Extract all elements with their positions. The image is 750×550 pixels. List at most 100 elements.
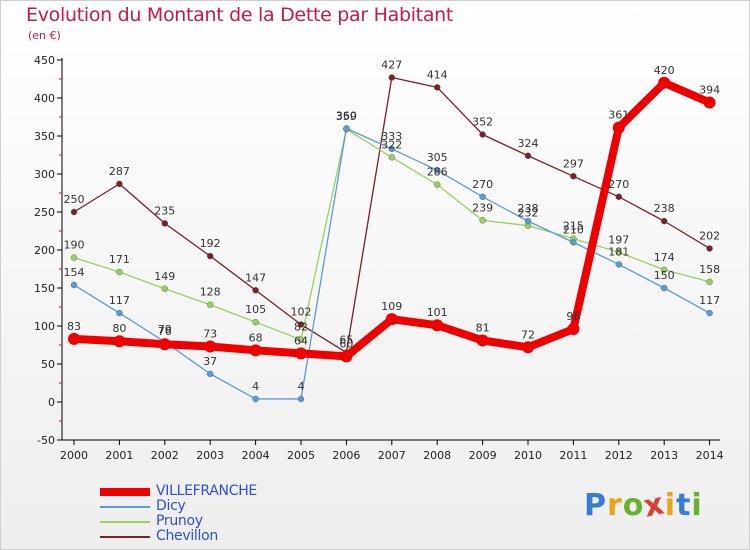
legend-label: Dicy xyxy=(156,498,186,514)
data-point xyxy=(706,278,713,286)
y-tick-label: 200 xyxy=(34,244,55,257)
data-point xyxy=(434,181,441,188)
data-point xyxy=(434,84,441,91)
data-label: 4 xyxy=(252,380,259,393)
data-point xyxy=(340,350,353,363)
data-point xyxy=(116,180,123,188)
data-point xyxy=(297,321,305,328)
x-tick-label: 2002 xyxy=(151,449,179,462)
data-point xyxy=(524,152,532,159)
data-label: 297 xyxy=(563,157,584,170)
data-label: 250 xyxy=(64,193,85,206)
data-label: 171 xyxy=(109,253,130,266)
x-tick-label: 2009 xyxy=(469,449,497,462)
legend-item: Prunoy xyxy=(100,514,257,529)
data-point xyxy=(661,217,668,225)
logo-letter: i xyxy=(664,488,677,523)
data-label: 197 xyxy=(608,233,629,246)
data-label: 333 xyxy=(381,130,402,143)
data-point xyxy=(113,335,126,348)
data-label: 64 xyxy=(294,334,308,347)
data-label: 83 xyxy=(67,320,81,333)
chart-legend: VILLEFRANCHE Dicy Prunoy Chevillon xyxy=(100,484,257,544)
data-label: 79 xyxy=(158,323,172,336)
data-point xyxy=(612,121,625,134)
x-tick-label: 2013 xyxy=(650,449,678,462)
data-label: 238 xyxy=(518,202,539,215)
data-label: 37 xyxy=(203,355,217,368)
data-point xyxy=(706,309,713,317)
logo-letter: P xyxy=(584,488,607,523)
data-point xyxy=(388,145,395,153)
data-point xyxy=(70,281,78,289)
logo-letter: t xyxy=(676,488,692,523)
data-label: 192 xyxy=(200,237,221,250)
data-point xyxy=(431,319,444,332)
data-label: 305 xyxy=(427,151,448,164)
legend-swatch xyxy=(100,520,150,523)
x-tick-label: 2003 xyxy=(196,449,224,462)
data-point xyxy=(658,76,671,89)
data-label: 158 xyxy=(699,263,720,276)
data-point xyxy=(297,395,305,403)
y-tick-label: 100 xyxy=(34,320,55,333)
data-point xyxy=(70,208,78,216)
data-label: 324 xyxy=(518,137,539,150)
data-label: 80 xyxy=(112,322,126,335)
logo-letter: r xyxy=(607,488,623,523)
data-point xyxy=(615,261,622,268)
data-point xyxy=(297,336,305,343)
legend-swatch xyxy=(100,487,150,496)
y-tick-label: 300 xyxy=(34,168,55,181)
chart-subtitle: (en €) xyxy=(28,29,61,42)
y-tick-label: -50 xyxy=(37,434,55,447)
legend-label: Chevillon xyxy=(156,528,218,544)
proxiti-logo: Proxiti xyxy=(584,486,703,524)
data-point xyxy=(158,338,171,351)
x-tick-label: 2001 xyxy=(105,449,133,462)
data-label: 360 xyxy=(336,109,357,122)
data-label: 117 xyxy=(109,294,130,307)
data-point xyxy=(161,285,169,292)
data-point xyxy=(434,166,441,174)
data-label: 60 xyxy=(339,337,353,350)
data-label: 238 xyxy=(654,202,675,215)
data-point xyxy=(252,319,259,326)
data-point xyxy=(522,341,534,354)
data-label: 65 xyxy=(339,334,353,347)
data-point xyxy=(385,313,398,326)
data-point xyxy=(479,131,486,138)
data-point xyxy=(70,254,78,261)
series-line xyxy=(73,127,711,400)
data-label: 270 xyxy=(608,178,629,191)
legend-item: VILLEFRANCHE xyxy=(100,484,257,499)
data-label: 76 xyxy=(158,325,172,338)
data-label: 352 xyxy=(472,115,493,128)
data-label: 287 xyxy=(109,165,130,178)
data-label: 202 xyxy=(699,229,720,242)
y-tick-label: 50 xyxy=(41,358,55,371)
data-label: 105 xyxy=(245,303,266,316)
data-point xyxy=(615,249,622,256)
chart-title: Evolution du Montant de la Dette par Hab… xyxy=(26,4,454,26)
logo-letter: i xyxy=(691,488,703,523)
data-label: 81 xyxy=(476,321,490,334)
data-point xyxy=(252,287,259,294)
data-point xyxy=(252,395,259,403)
data-label: 147 xyxy=(245,271,266,284)
data-label: 232 xyxy=(518,207,539,220)
legend-swatch xyxy=(100,535,150,538)
legend-item: Chevillon xyxy=(100,529,257,544)
data-label: 96 xyxy=(566,310,580,323)
data-label: 394 xyxy=(699,84,720,97)
data-label: 359 xyxy=(336,110,357,123)
data-label: 361 xyxy=(608,109,629,122)
data-point xyxy=(206,252,214,260)
x-tick-label: 2004 xyxy=(242,449,270,462)
data-point xyxy=(703,96,716,109)
data-label: 190 xyxy=(64,239,85,252)
y-tick-label: 0 xyxy=(48,396,55,409)
y-tick-label: 350 xyxy=(34,130,55,143)
data-label: 101 xyxy=(427,306,448,319)
logo-letter: o xyxy=(622,488,645,523)
